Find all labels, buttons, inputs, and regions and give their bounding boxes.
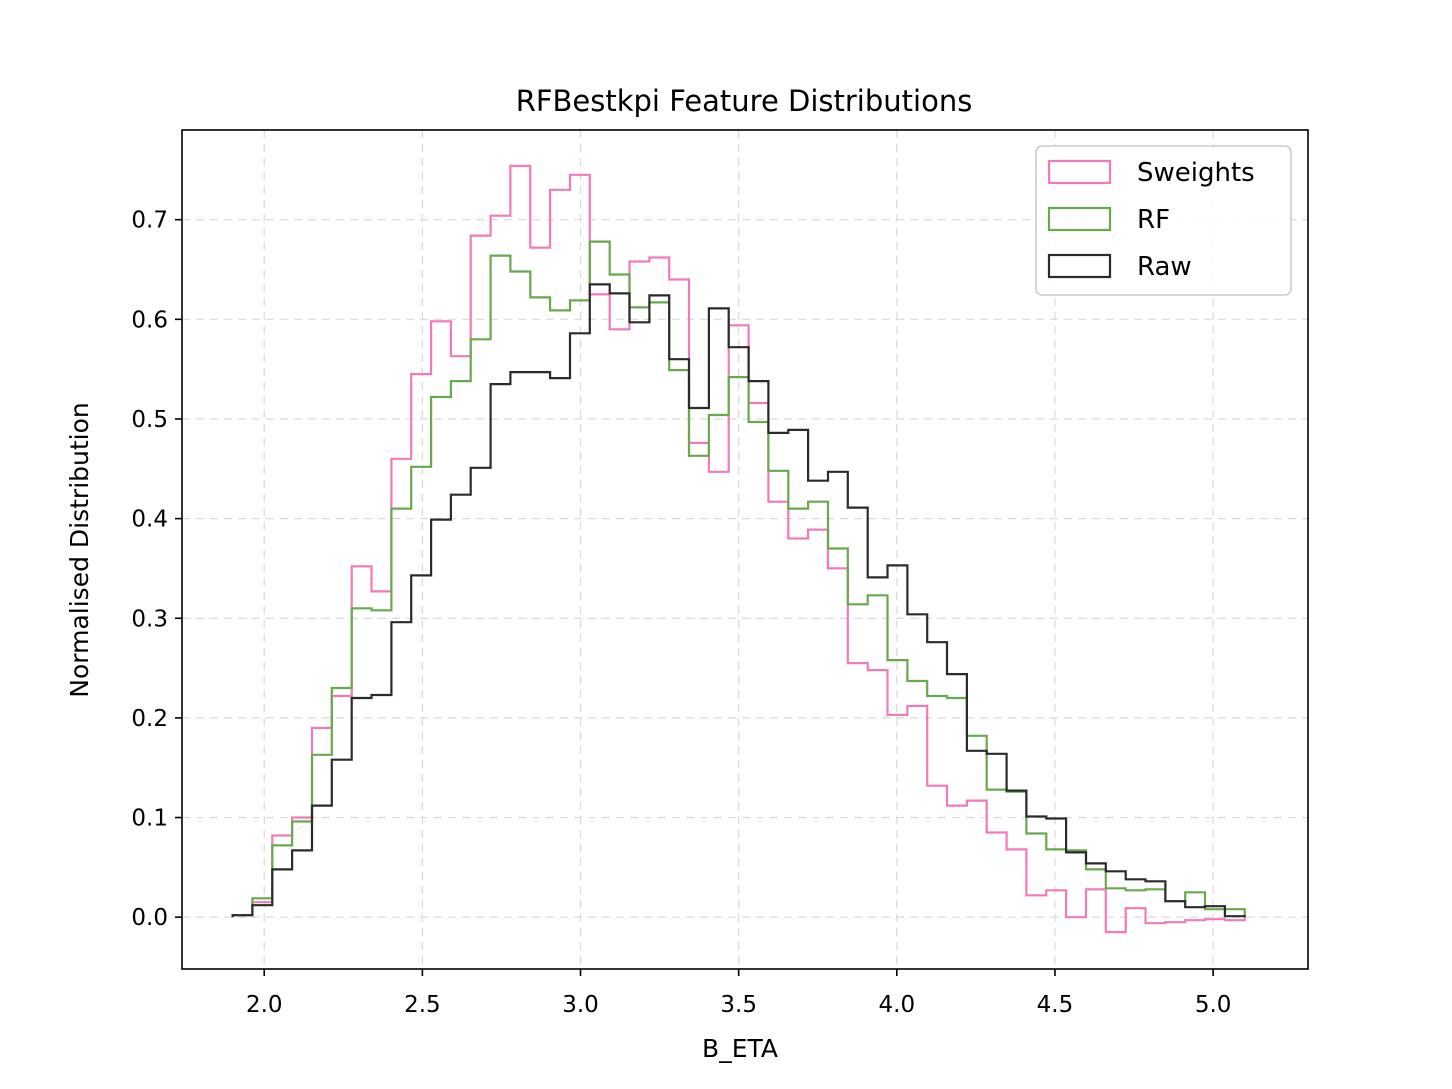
y-tick-label: 0.3	[131, 606, 168, 632]
y-tick-label: 0.4	[131, 507, 168, 533]
chart-title: RFBestkpi Feature Distributions	[516, 84, 973, 118]
series-raw-line	[231, 283, 1246, 918]
legend-swatch-rf	[1047, 206, 1112, 232]
x-tick-label: 2.0	[246, 992, 283, 1018]
legend-swatch-raw	[1047, 253, 1112, 279]
x-axis-label: B_ETA	[702, 1034, 778, 1063]
y-tick-label: 0.6	[131, 307, 168, 333]
y-axis-label: Normalised Distribution	[65, 402, 94, 697]
grid	[182, 130, 1308, 969]
x-tick-label: 3.0	[562, 992, 599, 1018]
y-tick-label: 0.5	[131, 407, 168, 433]
x-tick-label: 2.5	[404, 992, 441, 1018]
legend-label-rf: RF	[1137, 205, 1170, 235]
series-sweights-line	[231, 164, 1246, 934]
legend-label-sweights: Sweights	[1137, 158, 1255, 188]
x-tick-label: 3.5	[720, 992, 757, 1018]
series-layer	[231, 164, 1246, 934]
y-axis: 0.0 0.1 0.2 0.3 0.4 0.5 0.6 0.7	[131, 208, 182, 931]
x-tick-label: 4.0	[879, 992, 916, 1018]
x-tick-label: 5.0	[1195, 992, 1232, 1018]
x-tick-label: 4.5	[1037, 992, 1074, 1018]
plot-frame	[181, 129, 1309, 970]
legend-label-raw: Raw	[1137, 252, 1192, 282]
x-axis: 2.0 2.5 3.0 3.5 4.0 4.5 5.0	[246, 969, 1231, 1018]
y-tick-label: 0.1	[131, 806, 168, 832]
legend-swatch-sweights	[1047, 159, 1112, 185]
y-tick-label: 0.7	[131, 208, 168, 234]
y-tick-label: 0.0	[131, 905, 168, 931]
y-tick-label: 0.2	[131, 706, 168, 732]
legend: Sweights RF Raw	[1035, 145, 1292, 296]
